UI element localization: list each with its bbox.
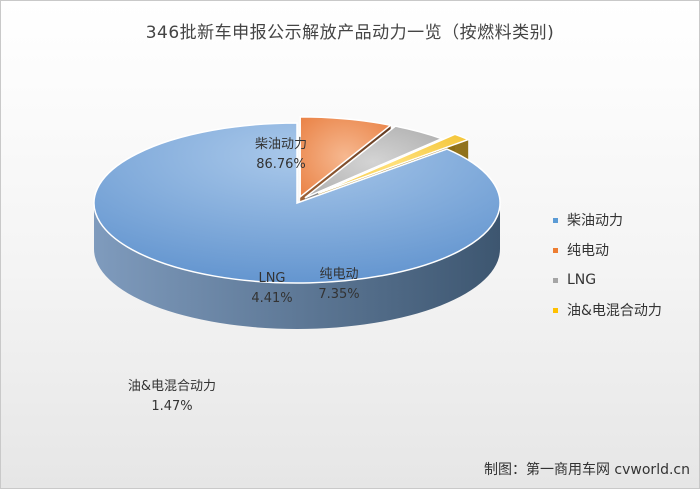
legend: 柴油动力纯电动 LNG 油&电混合动力 (553, 205, 662, 325)
slice-value-electric: 7.35% (318, 287, 359, 302)
slice-label-lng: LNG (258, 271, 285, 286)
slice-value-lng: 4.41% (251, 291, 292, 306)
legend-label-electric: 纯电动 (567, 243, 609, 259)
legend-label-lng: LNG (567, 272, 597, 288)
slice-label-hybrid: 油&电混合动力 (128, 379, 216, 394)
legend-swatch-electric (553, 247, 558, 253)
legend-label-diesel: 柴油动力 (567, 213, 623, 229)
slice-lng (304, 125, 444, 199)
legend-swatch-hybrid (553, 307, 558, 313)
legend-item-hybrid: 油&电混合动力 (553, 295, 662, 325)
legend-item-diesel: 柴油动力 (553, 205, 662, 235)
legend-swatch-diesel (553, 217, 558, 223)
legend-item-electric: 纯电动 (553, 235, 662, 265)
slice-label-electric: 纯电动 (319, 267, 358, 282)
slice-value-diesel: 86.76% (256, 157, 306, 172)
pie-label-layer: 柴油动力 86.76% 纯电动 7.35% LNG 4.41% 油&电混合动力 1.47% (128, 137, 360, 414)
chart-credit: 制图：第一商用车网 cvworld.cn (483, 462, 690, 478)
legend-item-lng: LNG (553, 265, 662, 295)
pie-top-layer (93, 116, 501, 284)
slice-diesel (93, 122, 501, 284)
slice-label-diesel: 柴油动力 (255, 137, 307, 152)
slice-side-diesel (94, 203, 500, 329)
legend-label-hybrid: 油&电混合动力 (567, 303, 662, 319)
slice-electric (299, 116, 393, 199)
chart-title: 346批新车申报公示解放产品动力一览（按燃料类别) (145, 23, 555, 43)
slice-value-hybrid: 1.47% (151, 399, 192, 414)
slice-hybrid (317, 133, 471, 195)
legend-swatch-lng (553, 277, 558, 283)
